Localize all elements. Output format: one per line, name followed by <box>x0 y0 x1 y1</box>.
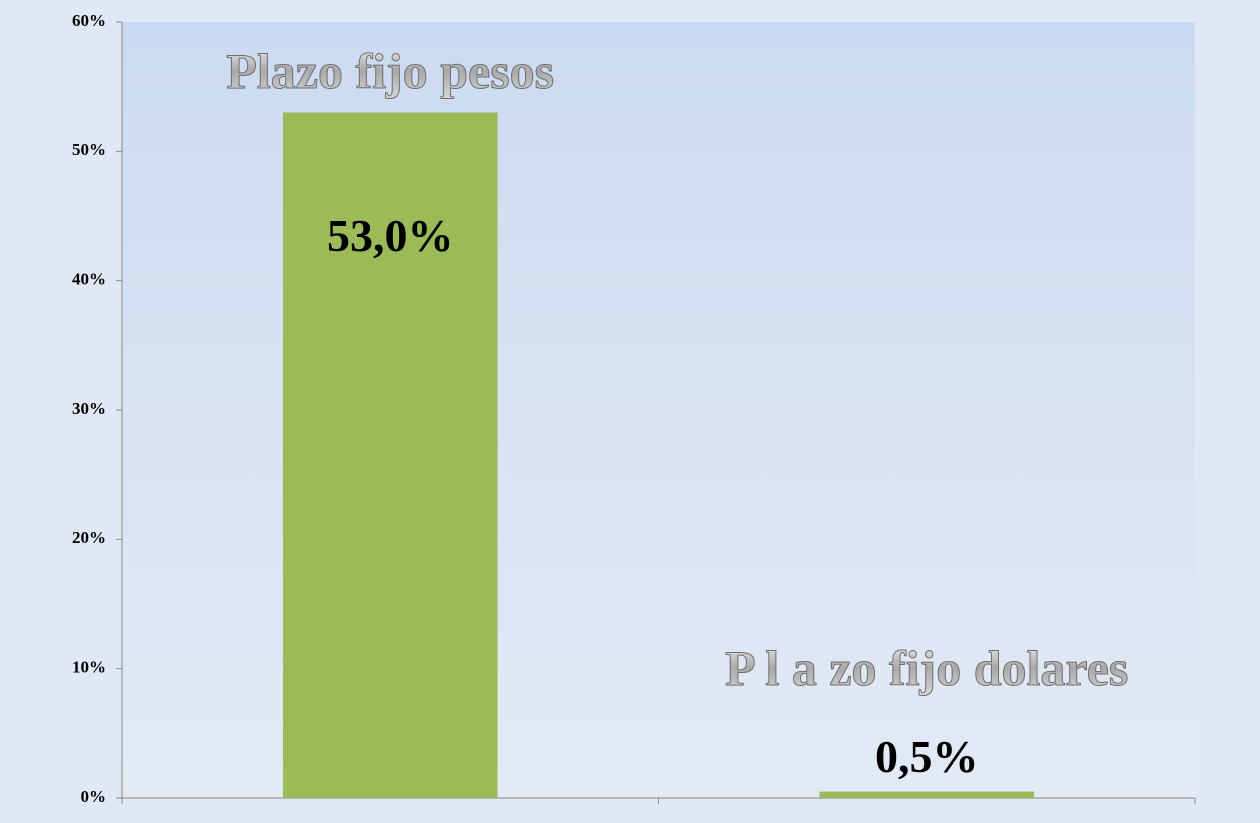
y-tick-label: 10% <box>72 658 106 677</box>
category-label: Plazo fijo pesos <box>226 43 554 99</box>
bar <box>282 112 498 799</box>
y-tick-label: 0% <box>81 787 107 806</box>
y-tick-label: 20% <box>72 528 106 547</box>
category-label: P l a zo fijo dolares <box>725 640 1128 696</box>
data-label: 53,0% <box>327 210 454 261</box>
data-label: 0,5% <box>875 731 979 782</box>
bar <box>819 791 1035 798</box>
y-tick-label: 40% <box>72 270 106 289</box>
y-tick-label: 30% <box>72 399 106 418</box>
y-tick-label: 60% <box>72 11 106 30</box>
y-tick-label: 50% <box>72 140 106 159</box>
